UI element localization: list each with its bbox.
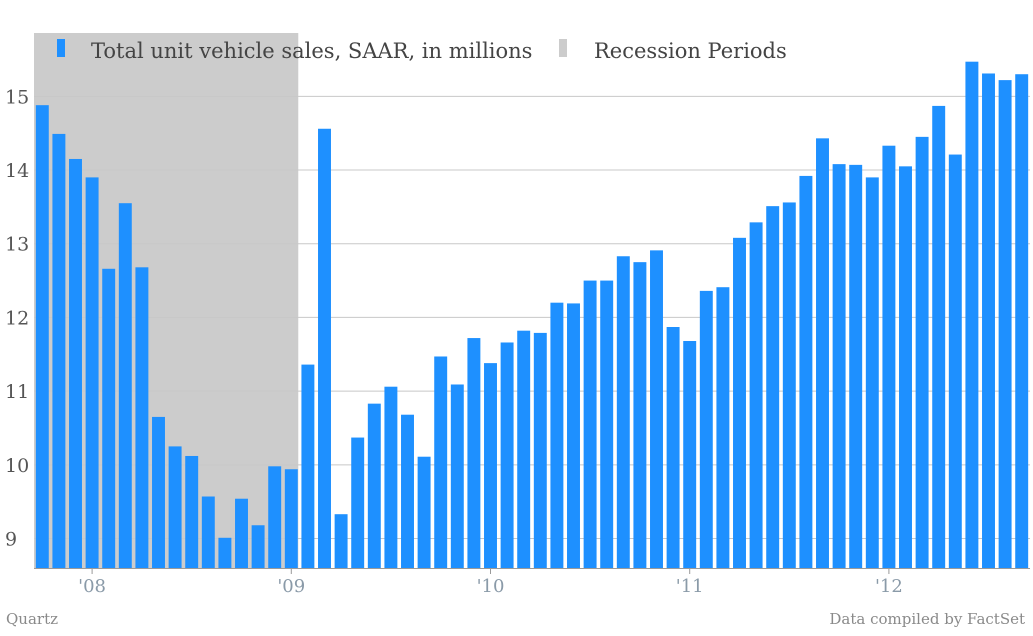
y-tick-label: 15 [5, 86, 29, 108]
bar [948, 154, 962, 568]
bar [251, 525, 265, 568]
legend-label-recession: Recession Periods [594, 39, 787, 63]
bar [118, 203, 132, 569]
bar [85, 177, 99, 568]
bar [401, 414, 414, 568]
bar [417, 456, 431, 568]
bar [832, 164, 846, 568]
bar [35, 105, 49, 568]
source-credit-quartz: Quartz [6, 610, 59, 628]
source-credit-factset: Data compiled by FactSet [829, 610, 1025, 628]
bar [616, 256, 630, 568]
x-tick-label: '11 [676, 576, 704, 597]
bar [699, 290, 713, 568]
bar [782, 202, 796, 569]
bar-series [35, 61, 1029, 569]
bar [749, 222, 763, 568]
bar [633, 262, 647, 568]
legend-label-vehicle-sales: Total unit vehicle sales, SAAR, in milli… [91, 39, 532, 63]
y-tick-label: 11 [5, 381, 29, 403]
y-tick-label: 13 [5, 234, 29, 256]
x-tick-label: '08 [78, 576, 106, 597]
bar [1015, 74, 1029, 568]
bar [849, 164, 863, 568]
bar [517, 330, 531, 568]
bar [550, 302, 564, 568]
y-tick-label: 14 [5, 160, 29, 182]
bar [201, 496, 215, 568]
bar [450, 384, 464, 568]
bar [932, 105, 946, 568]
bar [882, 145, 896, 568]
bar [351, 437, 365, 568]
bar [434, 356, 448, 568]
x-tick-label: '10 [477, 576, 505, 597]
bar [816, 138, 829, 569]
x-tick-label: '09 [277, 576, 305, 597]
bar [268, 466, 282, 568]
bar [899, 166, 912, 568]
y-tick-label: 12 [5, 307, 29, 329]
bar [965, 61, 979, 569]
legend-swatch-recession [559, 39, 567, 57]
bar [135, 267, 149, 568]
bar [666, 327, 680, 568]
bar [218, 537, 232, 568]
bar [284, 469, 298, 568]
bar [733, 237, 746, 568]
bar [367, 403, 381, 568]
y-tick-label: 10 [5, 455, 29, 477]
bar [766, 206, 780, 569]
bar [384, 386, 398, 568]
bar [799, 175, 813, 569]
bar [152, 416, 165, 568]
bar [168, 446, 182, 568]
bar [102, 268, 116, 568]
bar [69, 158, 82, 568]
legend-swatch-vehicle-sales [57, 39, 65, 57]
bar [600, 280, 614, 568]
legend: Total unit vehicle sales, SAAR, in milli… [57, 39, 787, 63]
bar [865, 177, 879, 568]
y-axis-ticks: 9 10 11 12 13 14 15 [5, 86, 29, 550]
bar [235, 498, 248, 568]
bar [185, 455, 199, 568]
bar [334, 514, 348, 568]
bar [716, 287, 730, 568]
bar [982, 73, 995, 569]
bar [998, 80, 1012, 569]
x-axis-ticks: '08 '09 '10 '11 '12 [78, 568, 903, 597]
bar [484, 363, 497, 568]
bar [567, 303, 580, 568]
bar [301, 364, 315, 568]
bar [533, 332, 547, 568]
bar [500, 342, 514, 568]
bar [318, 128, 331, 568]
bar [650, 250, 663, 569]
bar [583, 280, 597, 568]
x-tick-label: '12 [875, 576, 903, 597]
bar [467, 338, 481, 568]
y-tick-label: 9 [5, 529, 17, 551]
bar [52, 133, 66, 568]
bar [683, 341, 697, 568]
bar [915, 136, 929, 568]
gridlines [34, 95, 1030, 540]
